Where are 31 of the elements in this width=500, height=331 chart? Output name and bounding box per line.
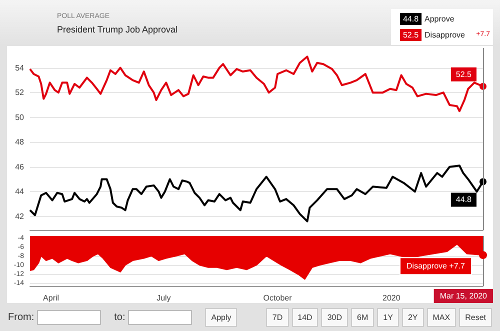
legend-label: Approve: [424, 14, 455, 24]
y-tick-label: 48: [15, 138, 25, 147]
data-label: 52.5: [456, 70, 472, 79]
y-tick-label: 52: [15, 88, 25, 98]
text: to:: [114, 312, 126, 323]
text: 44.8: [402, 14, 419, 24]
y-tick-label: 42: [15, 212, 25, 221]
text: 6M: [351, 308, 374, 327]
x-tick-label: April: [43, 294, 60, 302]
text: 1Y: [377, 308, 399, 327]
data-label: 44.8: [456, 195, 472, 204]
text: Apply: [205, 308, 238, 327]
text: MAX: [426, 308, 456, 327]
text: Reset: [459, 308, 492, 327]
ref-line-label: Mar 15, 2020: [440, 292, 488, 300]
x-tick-label: October: [263, 294, 292, 302]
chart-title: President Trump Job Approval: [57, 24, 178, 34]
y-tick-label: 50: [15, 112, 25, 122]
x-tick-label: 2020: [382, 294, 401, 302]
y-tick-label: 46: [15, 162, 25, 172]
text: 2Y: [402, 308, 424, 327]
text: 7D: [266, 308, 289, 327]
x-tick-label: July: [156, 294, 171, 302]
legend-label: Disapprove: [424, 30, 466, 40]
text: From:: [8, 312, 34, 323]
text: 52.5: [402, 30, 419, 40]
y-tick-label: 54: [15, 63, 25, 72]
y-tick-label: 44: [15, 187, 25, 196]
text: 30D: [321, 308, 348, 327]
text: 14D: [292, 308, 318, 327]
annotation: Disapprove +7.7: [406, 262, 466, 271]
